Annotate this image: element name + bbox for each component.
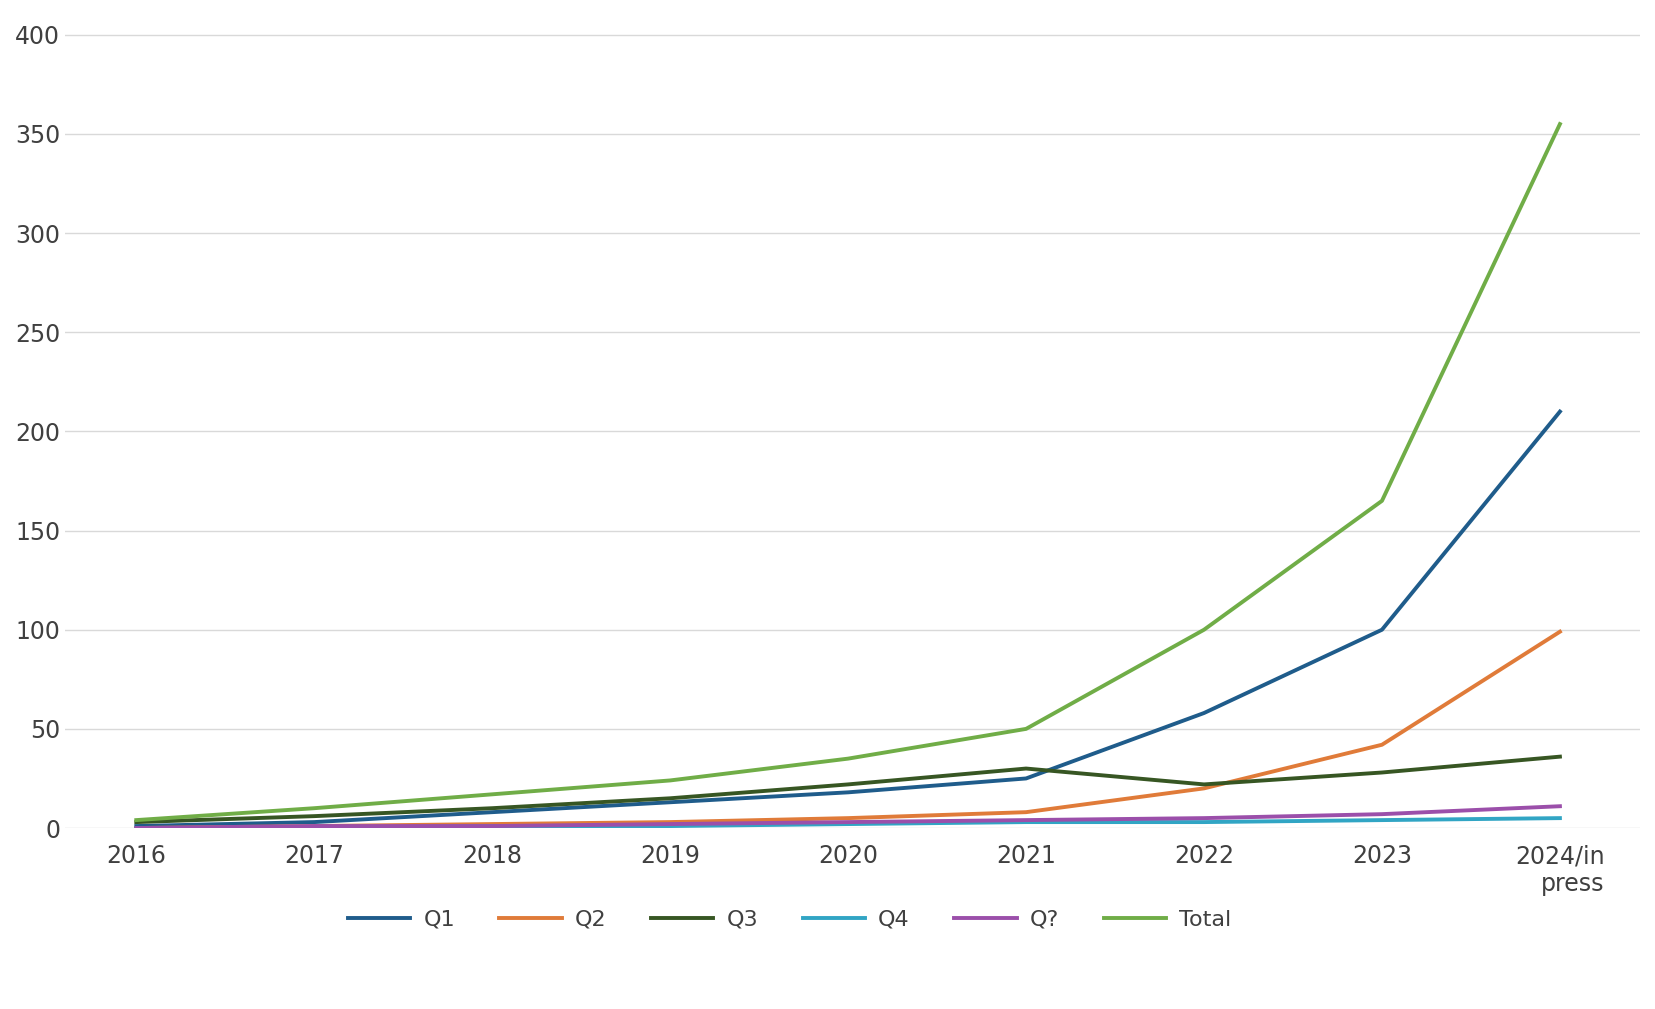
Legend: Q1, Q2, Q3, Q4, Q?, Total: Q1, Q2, Q3, Q4, Q?, Total — [339, 901, 1240, 939]
